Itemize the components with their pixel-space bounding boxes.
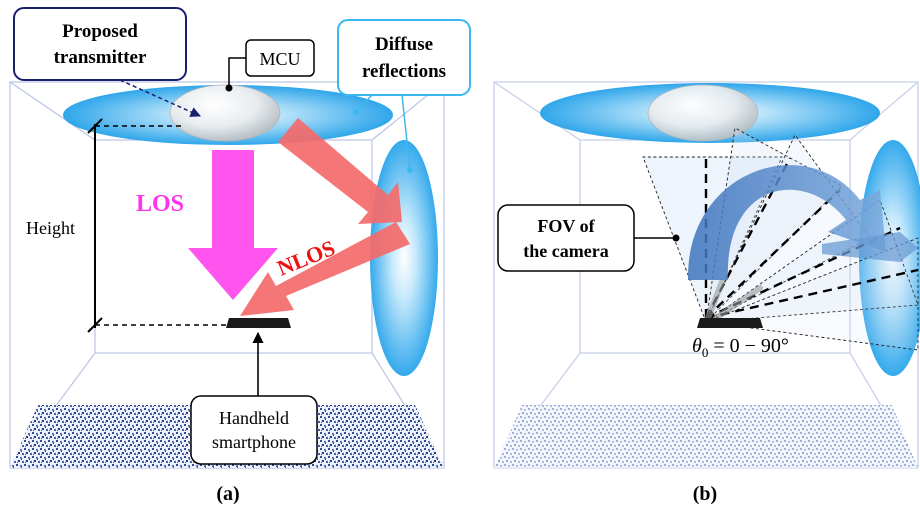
panel-b: FOV of the camera θ0 = 0 − 90° (b) [493,81,920,505]
handheld-label-line2: smartphone [212,432,296,452]
diffuse-label-line1: Diffuse [375,34,433,55]
height-label: Height [26,218,75,238]
nlos-arrow-down [278,118,402,224]
mcu-callout: MCU [225,39,315,92]
caption-a: (a) [216,483,239,505]
handheld-smartphone-callout: Handheld smartphone [190,395,318,465]
height-dimension [87,118,230,333]
proposed-transmitter-callout: Proposed transmitter [13,7,201,117]
rotation-arrow-tip [822,232,918,262]
rotation-arrow [687,165,886,280]
theta-range: = 0 − 90° [708,335,789,357]
diffuse-reflections-callout: Diffuse reflections [337,19,471,173]
theta-subscript: 0 [702,345,709,360]
panel-a: Height LOS NLOS Handheld smartphone Prop… [9,7,471,505]
fov-callout: FOV of the camera [497,204,680,272]
wall-reflection-ellipse-a [370,140,438,376]
mcu-label: MCU [259,49,300,69]
transmitter-dome-b [647,84,759,142]
proposed-label-line1: Proposed [62,21,138,42]
diffuse-label-line2: reflections [362,61,446,82]
theta-symbol: θ [692,335,702,357]
caption-b: (b) [693,483,717,505]
smartphone-b [697,318,763,328]
floor-b [494,405,918,468]
transmitter-dome [169,84,281,142]
fov-label-line1: FOV of [537,216,595,236]
los-label: LOS [136,191,184,217]
phone-rotation-ghosts [705,279,763,321]
fov-label-line2: the camera [523,241,608,261]
nlos-arrow-back [240,222,410,316]
los-arrow [188,150,278,300]
handheld-label-line1: Handheld [219,408,289,428]
smartphone-a [226,318,291,328]
proposed-label-line2: transmitter [54,47,147,68]
theta-label: θ0 = 0 − 90° [692,335,789,360]
